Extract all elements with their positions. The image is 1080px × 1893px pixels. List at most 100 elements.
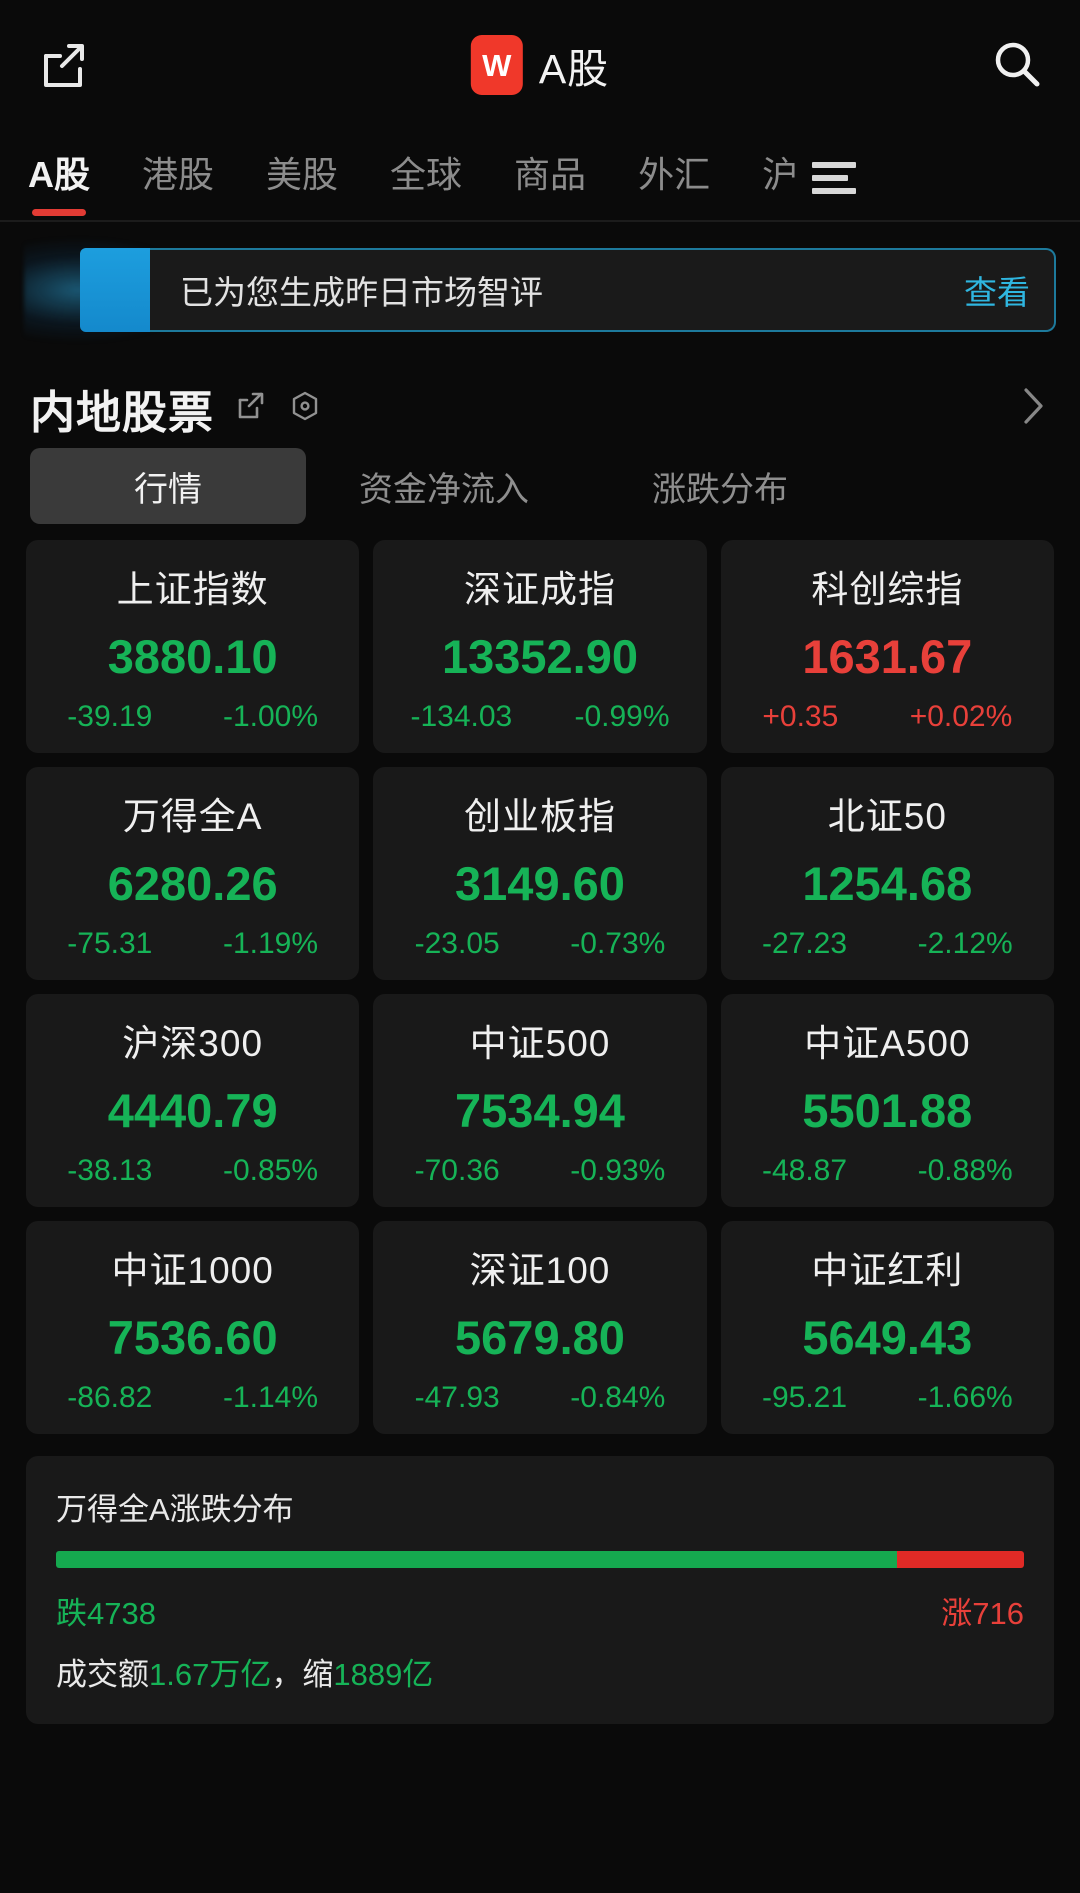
index-card[interactable]: 深证成指 13352.90 -134.03 -0.99% <box>373 540 707 753</box>
page-title: W A股 <box>470 35 609 95</box>
index-name: 创业板指 <box>463 796 616 837</box>
index-change-row: -38.13 -0.85% <box>32 1154 353 1188</box>
index-card[interactable]: 万得全A 6280.26 -75.31 -1.19% <box>26 767 360 980</box>
index-change-row: -75.31 -1.19% <box>32 927 353 961</box>
nav-tab-commodities[interactable]: 商品 <box>514 154 587 195</box>
index-change-row: -134.03 -0.99% <box>379 700 700 734</box>
top-bar: W A股 <box>0 0 1080 130</box>
index-change-abs: -86.82 <box>67 1381 153 1414</box>
index-change-row: -86.82 -1.14% <box>32 1381 353 1415</box>
nav-tab-forex[interactable]: 外汇 <box>638 154 711 195</box>
index-change-row: -48.87 -0.88% <box>727 1154 1048 1188</box>
index-name: 万得全A <box>122 796 263 837</box>
share-square-icon[interactable] <box>234 389 268 428</box>
index-card[interactable]: 中证500 7534.94 -70.36 -0.93% <box>373 994 707 1207</box>
section-header: 内地股票 <box>0 332 1080 438</box>
index-card[interactable]: 深证100 5679.80 -47.93 -0.84% <box>373 1221 707 1434</box>
turnover-prefix: 成交额 <box>56 1657 149 1692</box>
index-value: 1254.68 <box>802 857 973 910</box>
index-change-pct: -2.12% <box>917 927 1013 960</box>
index-change-pct: -1.00% <box>222 700 319 733</box>
index-change-row: -39.19 -1.00% <box>32 700 353 734</box>
banner-text: 已为您生成昨日市场智评 <box>180 274 543 311</box>
index-card[interactable]: 创业板指 3149.60 -23.05 -0.73% <box>373 767 707 980</box>
index-change-pct: +0.02% <box>909 700 1013 733</box>
index-change-abs: -47.93 <box>414 1381 500 1414</box>
distribution-up-label: 涨716 <box>941 1596 1024 1631</box>
tab-quotes[interactable]: 行情 <box>30 448 306 524</box>
distribution-panel[interactable]: 万得全A涨跌分布 跌4738 涨716 成交额1.67万亿，缩1889亿 <box>26 1456 1054 1724</box>
index-change-abs: -23.05 <box>414 927 500 960</box>
index-value: 6280.26 <box>107 857 278 910</box>
shrink-prefix: 缩 <box>302 1657 334 1692</box>
index-value: 4440.79 <box>107 1084 278 1137</box>
index-change-pct: -1.14% <box>222 1381 319 1414</box>
index-change-abs: +0.35 <box>762 700 839 733</box>
index-card[interactable]: 中证红利 5649.43 -95.21 -1.66% <box>720 1221 1054 1434</box>
index-name: 中证红利 <box>811 1250 964 1291</box>
index-card[interactable]: 北证50 1254.68 -27.23 -2.12% <box>720 767 1054 980</box>
nav-tab-hk-shares[interactable]: 港股 <box>142 154 215 195</box>
index-card[interactable]: 沪深300 4440.79 -38.13 -0.85% <box>26 994 360 1207</box>
index-name: 中证A500 <box>804 1023 971 1064</box>
nav-divider <box>0 220 1080 222</box>
index-name: 上证指数 <box>116 569 269 610</box>
index-change-pct: -0.85% <box>222 1154 319 1187</box>
index-card-grid: 上证指数 3880.10 -39.19 -1.00% 深证成指 13352.90 -134.… <box>0 524 1080 1434</box>
index-change-row: -70.36 -0.93% <box>379 1154 700 1188</box>
distribution-bar <box>56 1551 1024 1568</box>
index-change-row: -27.23 -2.12% <box>727 927 1048 961</box>
banner-view-link[interactable]: 查看 <box>964 274 1030 311</box>
index-change-row: -47.93 -0.84% <box>379 1381 700 1415</box>
index-name: 深证成指 <box>463 569 616 610</box>
index-name: 中证500 <box>469 1023 611 1064</box>
index-change-pct: -0.99% <box>574 700 670 733</box>
search-icon[interactable] <box>988 36 1046 94</box>
index-name: 深证100 <box>469 1250 611 1291</box>
index-change-pct: -0.93% <box>570 1154 666 1187</box>
nav-tab-shanghai[interactable]: 沪 <box>762 154 799 195</box>
index-card[interactable]: 中证1000 7536.60 -86.82 -1.14% <box>26 1221 360 1434</box>
index-change-pct: -0.88% <box>917 1154 1013 1187</box>
share-icon[interactable] <box>34 36 92 94</box>
index-change-abs: -48.87 <box>761 1154 848 1187</box>
nav-tabs: A股 港股 美股 全球 商品 外汇 沪 <box>0 130 1080 216</box>
index-value: 5679.80 <box>455 1311 625 1364</box>
index-value: 3149.60 <box>455 857 625 910</box>
index-change-pct: -1.66% <box>917 1381 1013 1414</box>
smart-review-banner[interactable]: 已为您生成昨日市场智评 查看 <box>0 222 1080 342</box>
index-value: 7534.94 <box>455 1084 625 1137</box>
index-value: 1631.67 <box>802 630 973 683</box>
tab-gain-loss-distribution[interactable]: 涨跌分布 <box>652 470 788 509</box>
chevron-right-icon[interactable] <box>1016 382 1050 435</box>
index-change-abs: -39.19 <box>67 700 153 733</box>
distribution-footer: 成交额1.67万亿，缩1889亿 <box>56 1649 1024 1694</box>
index-card[interactable]: 上证指数 3880.10 -39.19 -1.00% <box>26 540 360 753</box>
turnover-sep: ， <box>271 1657 303 1692</box>
hamburger-menu-icon[interactable] <box>812 162 857 208</box>
index-card[interactable]: 科创综指 1631.67 +0.35 +0.02% <box>720 540 1054 753</box>
distribution-bar-down <box>56 1551 898 1568</box>
segmented-tabs: 行情 资金净流入 涨跌分布 <box>0 438 1080 524</box>
index-change-row: -95.21 -1.66% <box>727 1381 1048 1415</box>
index-name: 中证1000 <box>111 1250 274 1291</box>
index-change-row: +0.35 +0.02% <box>727 700 1048 734</box>
shrink-value: 1889亿 <box>333 1657 434 1692</box>
index-name: 北证50 <box>827 796 947 837</box>
nav-tab-us-shares[interactable]: 美股 <box>266 154 339 195</box>
index-change-abs: -75.31 <box>67 927 153 960</box>
index-change-row: -23.05 -0.73% <box>379 927 700 961</box>
index-value: 5501.88 <box>802 1084 973 1137</box>
tab-net-inflow[interactable]: 资金净流入 <box>359 470 529 509</box>
index-name: 科创综指 <box>811 569 964 610</box>
index-change-abs: -95.21 <box>761 1381 848 1414</box>
distribution-down-label: 跌4738 <box>56 1596 156 1631</box>
hexagon-settings-icon[interactable] <box>288 389 322 428</box>
nav-tab-a-shares[interactable]: A股 <box>28 146 90 216</box>
distribution-bar-up <box>897 1551 1024 1568</box>
index-value: 5649.43 <box>802 1311 973 1364</box>
index-card[interactable]: 中证A500 5501.88 -48.87 -0.88% <box>720 994 1054 1207</box>
nav-tab-global[interactable]: 全球 <box>390 154 463 195</box>
brand-logo: W <box>470 35 523 95</box>
index-change-pct: -0.73% <box>570 927 666 960</box>
